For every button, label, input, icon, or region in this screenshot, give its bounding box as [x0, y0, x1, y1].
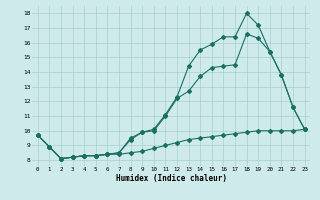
X-axis label: Humidex (Indice chaleur): Humidex (Indice chaleur) [116, 174, 227, 183]
